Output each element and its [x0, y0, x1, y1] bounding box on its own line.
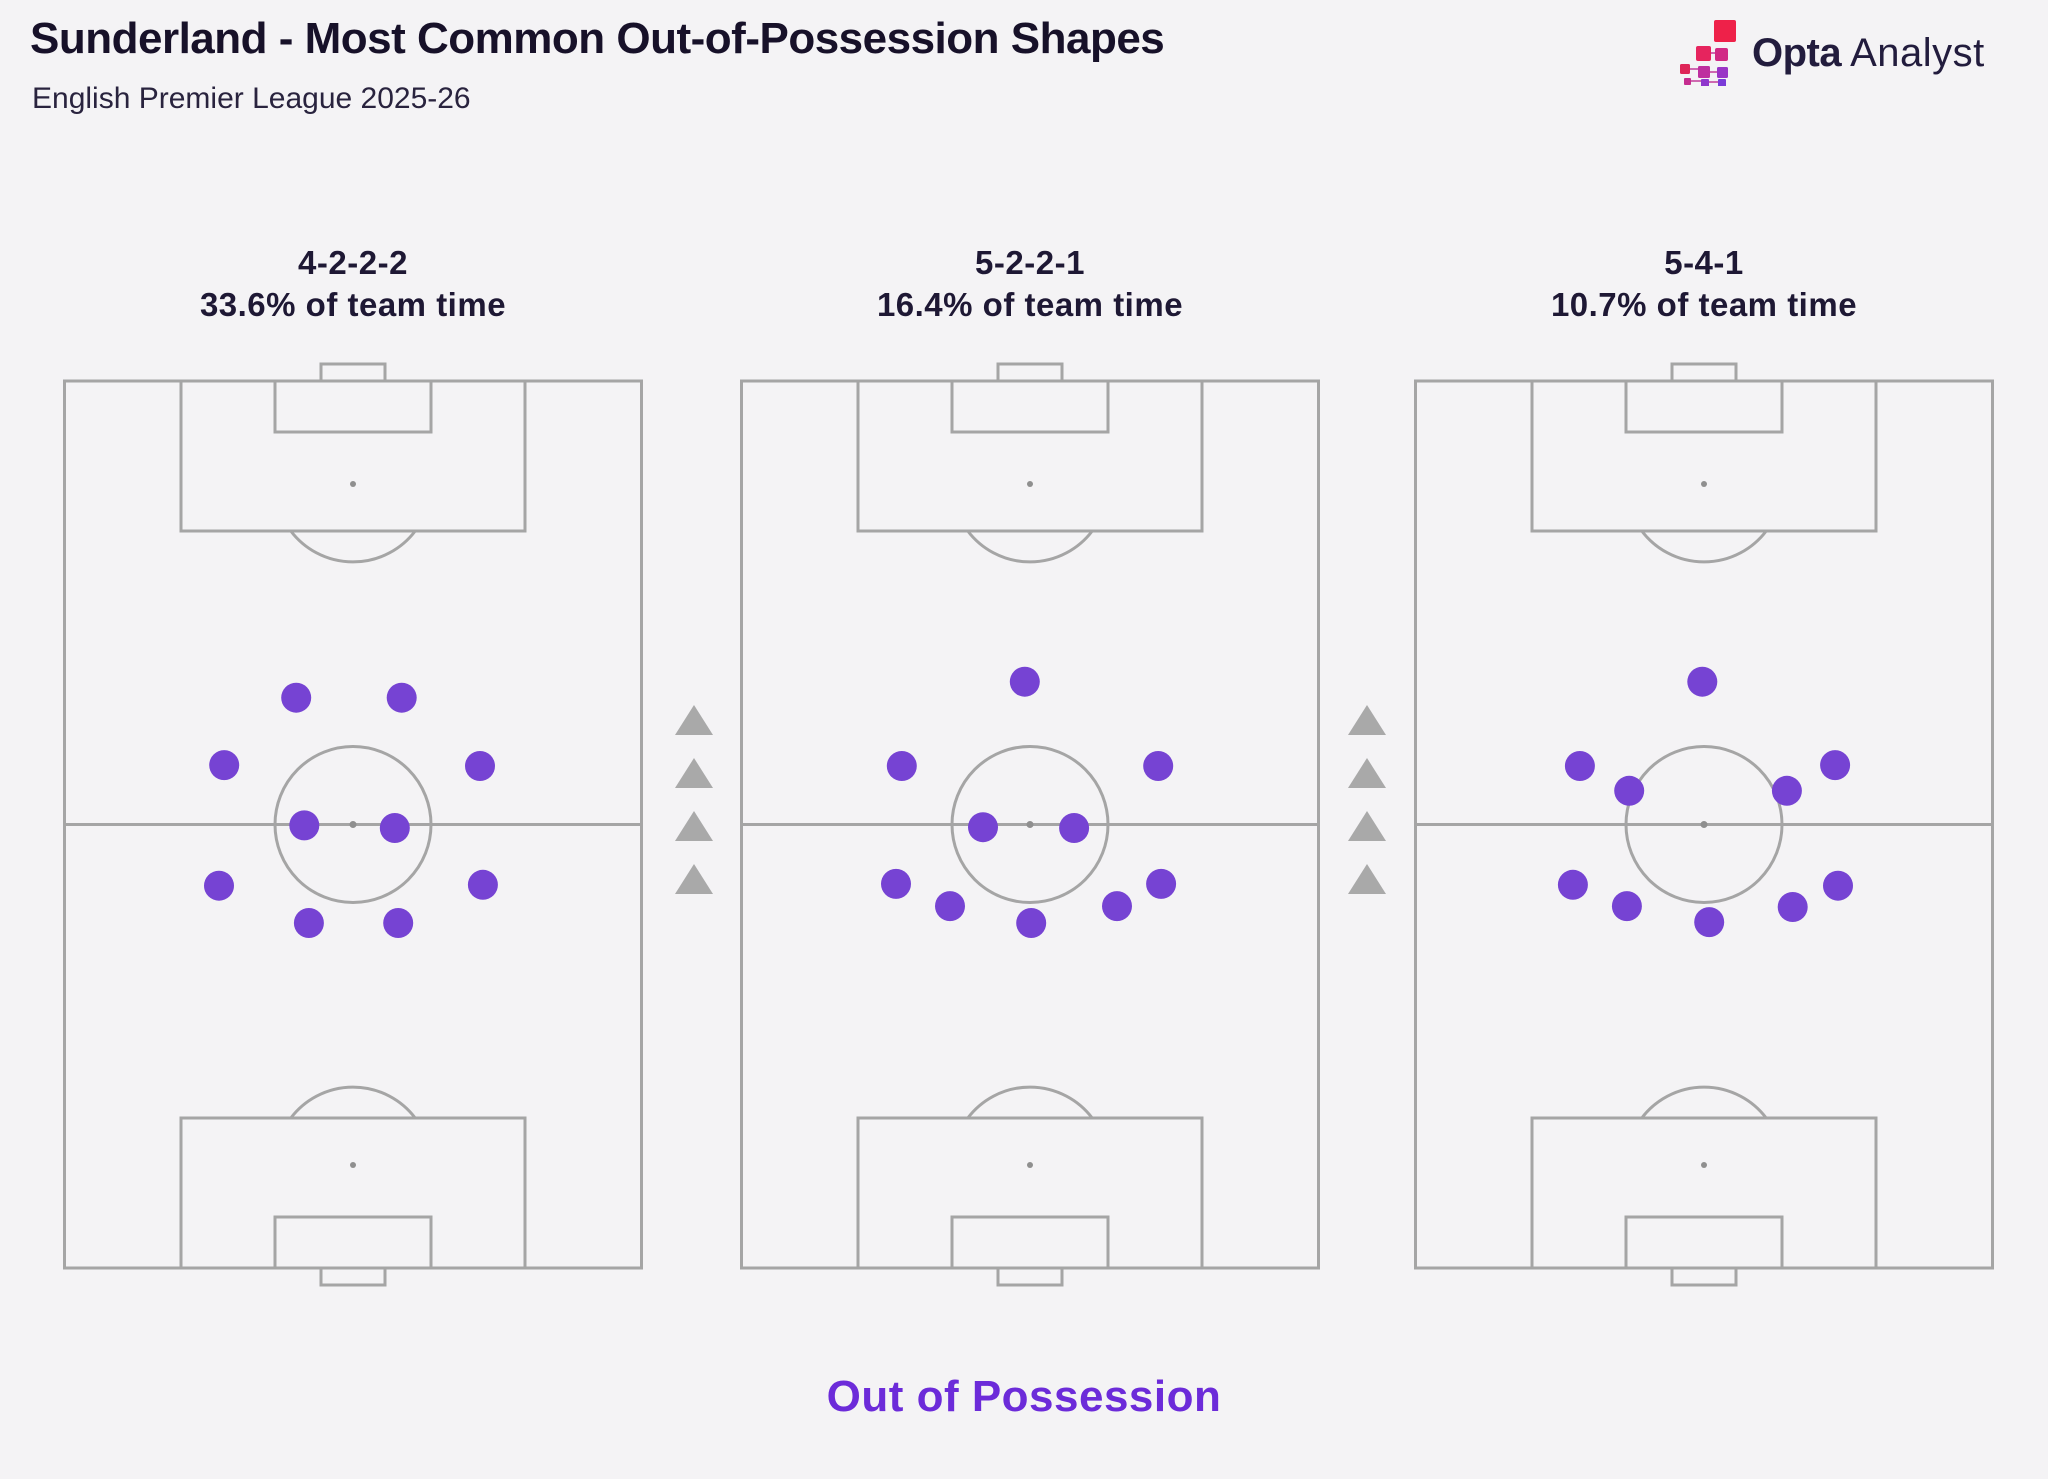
player-dot — [467, 869, 498, 900]
player-dot — [1687, 666, 1718, 697]
pitch-lines — [63, 362, 643, 1287]
up-triangle-icon — [675, 811, 713, 841]
up-triangle-icon — [675, 705, 713, 735]
opta-logo-mark-icon — [1680, 20, 1736, 86]
player-dot — [1557, 869, 1588, 900]
up-triangle-icon — [1348, 705, 1386, 735]
pitch-diagram — [63, 361, 643, 1288]
player-dot — [383, 908, 414, 938]
player-dot — [1611, 891, 1642, 922]
player-dot — [1694, 907, 1725, 938]
pitch-panel-5-2-2-1: 5-2-2-1 16.4% of team time — [740, 0, 1320, 1310]
player-dot — [1820, 750, 1851, 781]
player-dot — [1823, 870, 1853, 901]
player-dot — [1009, 666, 1040, 697]
formation-heading: 5-2-2-1 16.4% of team time — [740, 242, 1320, 326]
page-title: Sunderland - Most Common Out-of-Possessi… — [30, 14, 1165, 63]
team-time-label: 16.4% of team time — [876, 286, 1184, 323]
team-time-label: 33.6% of team time — [199, 286, 507, 323]
player-dot — [968, 812, 998, 843]
formation-label: 5-4-1 — [1664, 244, 1744, 281]
player-dot — [293, 908, 324, 938]
player-dot — [209, 750, 240, 781]
pitch-lines — [740, 362, 1320, 1287]
up-triangle-icon — [675, 758, 713, 788]
page-subtitle: English Premier League 2025-26 — [32, 82, 471, 115]
formation-label: 5-2-2-1 — [975, 244, 1085, 281]
pitch-diagram — [1414, 361, 1994, 1288]
player-dot — [1016, 908, 1047, 938]
player-dot — [1771, 775, 1802, 806]
player-dot — [1146, 868, 1177, 899]
player-dot — [1102, 891, 1132, 922]
up-triangle-icon — [1348, 758, 1386, 788]
player-dot — [935, 891, 965, 922]
possession-state-label: Out of Possession — [826, 1372, 1222, 1421]
pitch-panel-5-4-1: 5-4-1 10.7% of team time — [1414, 0, 1994, 1310]
pitch-lines — [1414, 362, 1994, 1287]
player-dot — [1143, 751, 1174, 781]
up-triangle-icon — [1348, 811, 1386, 841]
up-triangle-icon — [1348, 864, 1386, 894]
player-dot — [386, 682, 417, 713]
separator-triangles — [675, 705, 713, 917]
formation-heading: 4-2-2-2 33.6% of team time — [63, 242, 643, 326]
player-dot — [204, 870, 234, 901]
player-dot — [465, 751, 495, 781]
player-dot — [886, 751, 917, 781]
opta-logo-text: Opta Analyst — [1752, 31, 1985, 76]
opta-logo-bold: Opta — [1752, 30, 1842, 75]
up-triangle-icon — [675, 864, 713, 894]
opta-logo-light: Analyst — [1850, 30, 1985, 75]
player-dot — [1777, 892, 1808, 922]
formation-heading: 5-4-1 10.7% of team time — [1414, 242, 1994, 326]
player-dot — [881, 868, 911, 899]
player-dot — [289, 810, 320, 841]
pitch-panel-4-2-2-2: 4-2-2-2 33.6% of team time — [63, 0, 643, 1310]
player-dot — [1614, 775, 1645, 806]
opta-analyst-logo: Opta Analyst — [1676, 18, 1985, 88]
player-dot — [1564, 751, 1595, 781]
pitch-diagram — [740, 361, 1320, 1288]
player-dot — [1059, 813, 1090, 843]
separator-triangles — [1348, 705, 1386, 917]
formation-label: 4-2-2-2 — [298, 244, 408, 281]
team-time-label: 10.7% of team time — [1550, 286, 1858, 323]
player-dot — [379, 813, 410, 843]
player-dot — [281, 682, 312, 713]
